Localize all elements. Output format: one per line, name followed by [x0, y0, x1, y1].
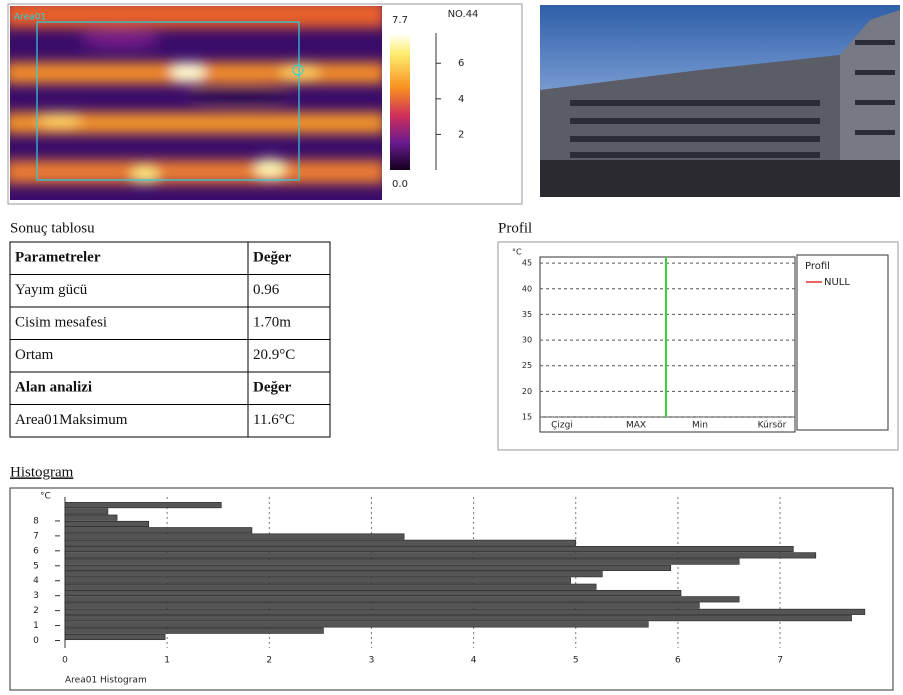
- histogram-bar: [65, 565, 671, 570]
- colorbar-tick-label: 2: [458, 129, 464, 140]
- y-tick-label: 3: [33, 591, 39, 601]
- y-tick-label: 4: [33, 576, 39, 586]
- histogram-bar: [65, 609, 865, 614]
- y-tick-label: 45: [522, 259, 532, 268]
- x-category-label: Min: [692, 421, 708, 431]
- y-tick-label: 40: [522, 284, 532, 293]
- histogram-bar: [65, 578, 571, 583]
- colorbar-tick-label: 4: [458, 94, 464, 105]
- histogram-bar: [65, 622, 648, 627]
- y-tick-label: 5: [33, 561, 39, 571]
- table-cell: Cisim mesafesi: [15, 315, 107, 331]
- y-tick-label: 30: [522, 336, 532, 345]
- y-tick-label: 15: [522, 413, 532, 422]
- x-tick-label: 3: [369, 656, 375, 666]
- legend-label: NULL: [824, 277, 850, 288]
- histogram-bar: [65, 590, 681, 595]
- histogram-bar: [65, 515, 117, 520]
- colorbar-limit: 7.7: [392, 15, 408, 26]
- y-tick-label: 1: [33, 621, 39, 631]
- table-cell: Yayım gücü: [15, 282, 88, 298]
- report: Area01 NO.44 0.0 2 4 6 7.7 Sonuç tablosu Par…: [0, 0, 903, 695]
- table-cell: Alan analizi: [15, 380, 92, 396]
- chart-title: Histogram: [10, 464, 74, 480]
- plot-area: [540, 257, 795, 432]
- caption: Area01 Histogram: [65, 676, 147, 686]
- colorbar-tick-label: 6: [458, 58, 464, 69]
- histogram-bar: [65, 509, 108, 514]
- profile-chart: Profil °C 15 20 25 30 35 40 45 Çizgi MAX Min Kürsör P…: [498, 220, 898, 450]
- page: Area01 NO.44 0.0 2 4 6 7.7 Sonuç tablosu Par…: [0, 0, 903, 695]
- y-tick-label: 2: [33, 606, 39, 616]
- histogram-chart: Histogram 0 1 2 3 4 5 6 7 °C 0 1 2 3 4 5 6 7 8 Area01 Histo…: [10, 464, 893, 690]
- histogram-bar: [65, 540, 576, 545]
- histogram-bar: [65, 546, 793, 551]
- table-cell: 11.6°C: [253, 412, 295, 428]
- colorbar: [390, 33, 410, 170]
- x-category-label: Kürsör: [758, 421, 787, 431]
- table-cell: Değer: [253, 380, 292, 396]
- histogram-bar: [65, 559, 739, 564]
- photo: [540, 5, 900, 197]
- y-tick-label: 8: [33, 516, 39, 526]
- x-tick-label: 5: [573, 656, 579, 666]
- x-category-label: MAX: [626, 421, 646, 431]
- chart-frame: [498, 242, 898, 450]
- table-cell: 20.9°C: [253, 347, 295, 363]
- area-label: Area01: [14, 13, 46, 23]
- x-category-label: Çizgi: [551, 421, 573, 431]
- x-tick-label: 6: [675, 656, 681, 666]
- thermal-image: [5, 0, 385, 200]
- y-tick-label: 0: [33, 636, 39, 646]
- y-tick-label: 20: [522, 387, 532, 396]
- histogram-bar: [65, 527, 252, 532]
- table-cell: Parametreler: [15, 250, 101, 266]
- table-cell: Ortam: [15, 347, 54, 363]
- legend-title: Profil: [805, 261, 830, 272]
- y-tick-label: 6: [33, 546, 39, 556]
- table-cell: Area01Maksimum: [15, 412, 128, 428]
- x-tick-label: 4: [471, 656, 477, 666]
- table-title: Sonuç tablosu: [10, 220, 95, 236]
- histogram-bar: [65, 615, 852, 620]
- x-tick-label: 7: [777, 656, 783, 666]
- results-table: Parametreler Değer Yayım gücü 0.96 Cisim mes…: [10, 242, 330, 437]
- table-cell: 1.70m: [253, 315, 291, 331]
- histogram-bar: [65, 584, 596, 589]
- histogram-bar: [65, 534, 404, 539]
- histogram-bar: [65, 502, 221, 507]
- chart-title: Profil: [498, 220, 532, 236]
- y-tick-label: 35: [522, 310, 532, 319]
- x-tick-label: 1: [164, 656, 170, 666]
- image-number: NO.44: [448, 9, 479, 20]
- histogram-bar: [65, 571, 602, 576]
- y-tick-label: 7: [33, 531, 39, 541]
- histogram-bar: [65, 597, 739, 602]
- histogram-bar: [65, 553, 816, 558]
- histogram-bar: [65, 634, 165, 639]
- y-tick-label: 25: [522, 361, 532, 370]
- colorbar-limit: 0.0: [392, 179, 408, 190]
- histogram-bar: [65, 628, 323, 633]
- y-label: °C: [40, 492, 51, 502]
- table-cell: 0.96: [253, 282, 280, 298]
- x-tick-label: 0: [62, 656, 68, 666]
- y-label: °C: [512, 248, 522, 257]
- histogram-bar: [65, 603, 699, 608]
- table-cell: Değer: [253, 250, 292, 266]
- x-tick-label: 2: [266, 656, 272, 666]
- histogram-bar: [65, 521, 149, 526]
